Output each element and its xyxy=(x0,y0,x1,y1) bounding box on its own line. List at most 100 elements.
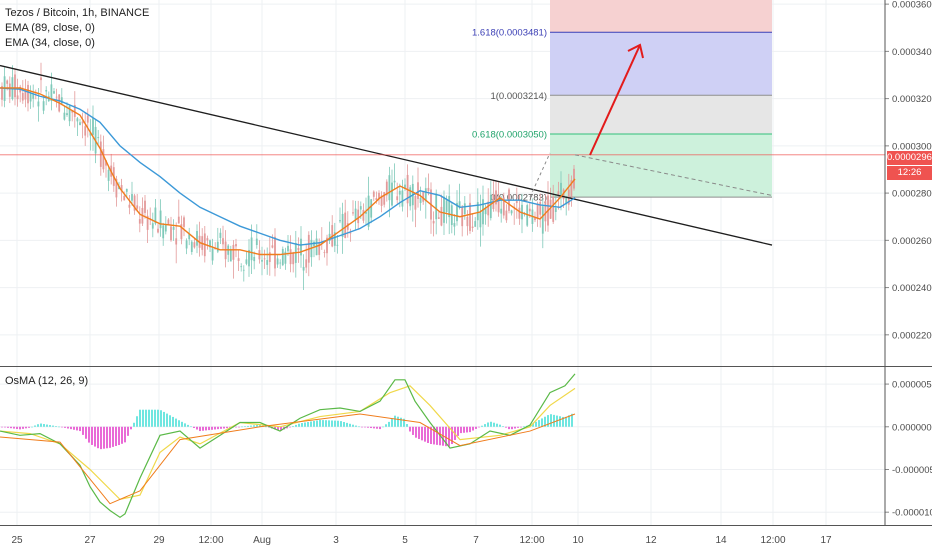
x-tick-label: 3 xyxy=(333,535,339,546)
osma-bar xyxy=(85,426,87,439)
osma-bar xyxy=(250,425,252,427)
x-tick-label: 29 xyxy=(153,535,165,546)
candle-body xyxy=(40,77,42,81)
osma-bar xyxy=(544,416,546,427)
candle-body xyxy=(183,217,185,227)
candle-body xyxy=(502,197,505,216)
osma-bar xyxy=(268,426,270,428)
osma-bar xyxy=(112,426,114,447)
candle-body xyxy=(151,223,154,229)
candle-body xyxy=(102,149,105,170)
x-tick-label: 12:00 xyxy=(519,535,544,546)
chart-title: Tezos / Bitcoin, 1h, BINANCE xyxy=(5,7,150,19)
osma-bar xyxy=(214,426,216,430)
candle-body xyxy=(326,237,328,254)
price-legend: Tezos / Bitcoin, 1h, BINANCE EMA (89, cl… xyxy=(5,6,149,51)
osma-bar xyxy=(136,416,138,427)
osma-bar xyxy=(22,426,24,429)
candle-body xyxy=(570,180,573,197)
last-price-badge: 0.00002962 xyxy=(887,151,932,165)
candle-body xyxy=(193,242,196,248)
osma-bar xyxy=(364,426,366,428)
osma-bar xyxy=(304,422,306,427)
osma-bar xyxy=(502,426,504,427)
osma-bar xyxy=(532,423,534,427)
osma-bar xyxy=(265,426,267,428)
candle-body xyxy=(211,248,214,261)
candle-body xyxy=(318,242,321,255)
osma-bar xyxy=(223,426,225,429)
candle-body xyxy=(383,192,386,205)
osma-bar xyxy=(133,422,135,427)
candle-body xyxy=(255,238,258,246)
osma-bar xyxy=(298,423,300,427)
osma-bar xyxy=(472,426,474,431)
candle-body xyxy=(482,199,484,225)
osma-bar xyxy=(34,425,36,427)
osma-legend: OsMA (12, 26, 9) xyxy=(5,374,88,389)
candle-body xyxy=(541,206,544,234)
osma-bar xyxy=(127,426,129,436)
osma-bar xyxy=(412,426,414,435)
fib-zone xyxy=(550,32,772,96)
candle-body xyxy=(159,210,162,229)
osma-bar xyxy=(505,426,507,428)
osma-bar xyxy=(418,426,420,440)
osma-y-tick-label: 0.0000000 xyxy=(892,422,932,433)
osma-bar xyxy=(28,426,30,428)
x-tick-label: 12:00 xyxy=(198,535,223,546)
candle-body xyxy=(14,74,16,98)
candle-body xyxy=(196,231,198,246)
osma-bar xyxy=(67,426,69,429)
x-tick-label: 25 xyxy=(11,535,23,546)
fib-zone xyxy=(550,95,772,135)
candle-body xyxy=(53,91,55,94)
candle-body xyxy=(489,194,492,219)
candle-body xyxy=(42,101,45,111)
osma-bar xyxy=(94,426,96,447)
candle-body xyxy=(172,226,175,230)
osma-label: OsMA (12, 26, 9) xyxy=(5,375,89,387)
candle-body xyxy=(146,215,149,230)
candle-body xyxy=(107,169,110,181)
candle-body xyxy=(105,160,107,166)
osma-bar xyxy=(52,425,54,427)
osma-bar xyxy=(451,426,453,445)
candle-body xyxy=(222,238,224,245)
osma-bar xyxy=(436,426,438,445)
candle-body xyxy=(8,83,11,97)
candle-body xyxy=(443,196,445,223)
osma-bar xyxy=(319,419,321,427)
candle-body xyxy=(235,244,237,247)
candle-body xyxy=(245,259,248,264)
osma-bar xyxy=(310,421,312,427)
candle-body xyxy=(323,252,326,253)
osma-bar xyxy=(538,420,540,427)
osma-bar xyxy=(550,414,552,427)
osma-bar xyxy=(403,418,405,427)
osma-bar xyxy=(481,425,483,427)
osma-bar xyxy=(121,426,123,444)
candle-body xyxy=(232,244,235,260)
osma-bar xyxy=(205,426,207,431)
osma-bar xyxy=(145,409,147,427)
candle-body xyxy=(89,132,92,136)
osma-bar xyxy=(499,424,501,427)
candle-body xyxy=(86,115,89,123)
candle-body xyxy=(349,232,352,234)
candle-body xyxy=(29,93,32,102)
candle-body xyxy=(268,252,271,263)
candle-body xyxy=(544,201,547,222)
candle-body xyxy=(120,185,123,192)
osma-bar xyxy=(475,426,477,429)
candle-body xyxy=(167,219,170,226)
osma-bar xyxy=(517,426,519,428)
osma-bar xyxy=(100,426,102,450)
candle-body xyxy=(346,223,349,230)
candle-body xyxy=(177,216,180,224)
osma-bar xyxy=(196,426,198,430)
